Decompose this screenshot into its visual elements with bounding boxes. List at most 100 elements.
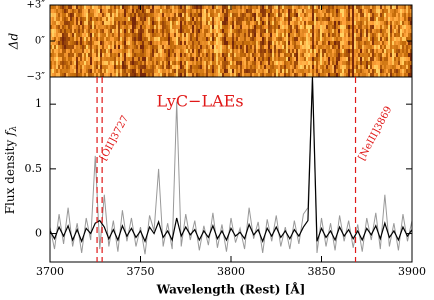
- pixel: [246, 21, 248, 25]
- pixel: [134, 65, 136, 69]
- pixel: [88, 13, 90, 17]
- pixel: [280, 41, 282, 45]
- pixel: [58, 53, 60, 57]
- pixel: [76, 69, 78, 73]
- pixel: [254, 25, 256, 29]
- pixel: [208, 49, 210, 53]
- pixel: [246, 57, 248, 61]
- pixel: [136, 53, 138, 57]
- pixel: [260, 25, 262, 29]
- y-tick-label: 0″: [35, 36, 45, 47]
- pixel: [68, 5, 70, 9]
- pixel: [242, 57, 244, 61]
- pixel: [58, 45, 60, 49]
- pixel: [396, 53, 398, 57]
- pixel: [100, 25, 102, 29]
- pixel: [396, 69, 398, 73]
- pixel: [294, 45, 296, 49]
- pixel: [344, 21, 346, 25]
- pixel: [370, 53, 372, 57]
- pixel: [232, 53, 234, 57]
- pixel: [308, 9, 310, 13]
- pixel: [238, 21, 240, 25]
- pixel: [62, 9, 64, 13]
- pixel: [268, 45, 270, 49]
- pixel: [356, 53, 358, 57]
- pixel: [368, 13, 370, 17]
- pixel: [218, 45, 220, 49]
- pixel: [258, 13, 260, 17]
- pixel: [316, 29, 318, 33]
- pixel: [228, 21, 230, 25]
- pixel: [382, 37, 384, 41]
- pixel: [76, 17, 78, 21]
- pixel: [318, 13, 320, 17]
- pixel: [164, 21, 166, 25]
- pixel: [204, 29, 206, 33]
- pixel: [182, 53, 184, 57]
- pixel: [112, 69, 114, 73]
- pixel: [78, 49, 80, 53]
- pixel: [128, 5, 130, 9]
- pixel: [108, 61, 110, 65]
- pixel: [364, 5, 366, 9]
- pixel: [386, 49, 388, 53]
- pixel: [396, 21, 398, 25]
- pixel: [156, 25, 158, 29]
- pixel: [90, 49, 92, 53]
- pixel: [316, 37, 318, 41]
- pixel: [284, 17, 286, 21]
- pixel: [70, 9, 72, 13]
- pixel: [70, 5, 72, 9]
- pixel: [404, 13, 406, 17]
- pixel: [274, 57, 276, 61]
- pixel: [184, 45, 186, 49]
- pixel: [258, 25, 260, 29]
- pixel: [222, 49, 224, 53]
- pixel: [378, 29, 380, 33]
- pixel: [170, 9, 172, 13]
- pixel: [270, 37, 272, 41]
- pixel: [78, 17, 80, 21]
- pixel: [318, 33, 320, 37]
- pixel: [306, 21, 308, 25]
- pixel: [72, 57, 74, 61]
- pixel: [300, 69, 302, 73]
- pixel: [144, 41, 146, 45]
- pixel: [202, 17, 204, 21]
- pixel: [326, 69, 328, 73]
- pixel: [316, 57, 318, 61]
- pixel: [188, 9, 190, 13]
- pixel: [330, 21, 332, 25]
- pixel: [206, 9, 208, 13]
- pixel: [184, 13, 186, 17]
- pixel: [168, 9, 170, 13]
- pixel: [138, 41, 140, 45]
- pixel: [342, 65, 344, 69]
- pixel: [376, 29, 378, 33]
- pixel: [270, 25, 272, 29]
- pixel: [122, 21, 124, 25]
- pixel: [252, 37, 254, 41]
- pixel: [170, 65, 172, 69]
- pixel: [196, 5, 198, 9]
- pixel: [72, 17, 74, 21]
- pixel: [302, 57, 304, 61]
- pixel: [178, 33, 180, 37]
- pixel: [62, 17, 64, 21]
- pixel: [364, 65, 366, 69]
- pixel: [66, 61, 68, 65]
- pixel: [298, 45, 300, 49]
- pixel: [148, 17, 150, 21]
- pixel: [172, 17, 174, 21]
- pixel: [340, 9, 342, 13]
- pixel: [94, 33, 96, 37]
- pixel: [316, 33, 318, 37]
- pixel: [136, 5, 138, 9]
- pixel: [168, 25, 170, 29]
- pixel: [264, 61, 266, 65]
- pixel: [378, 33, 380, 37]
- pixel: [206, 41, 208, 45]
- pixel: [400, 49, 402, 53]
- pixel: [52, 65, 54, 69]
